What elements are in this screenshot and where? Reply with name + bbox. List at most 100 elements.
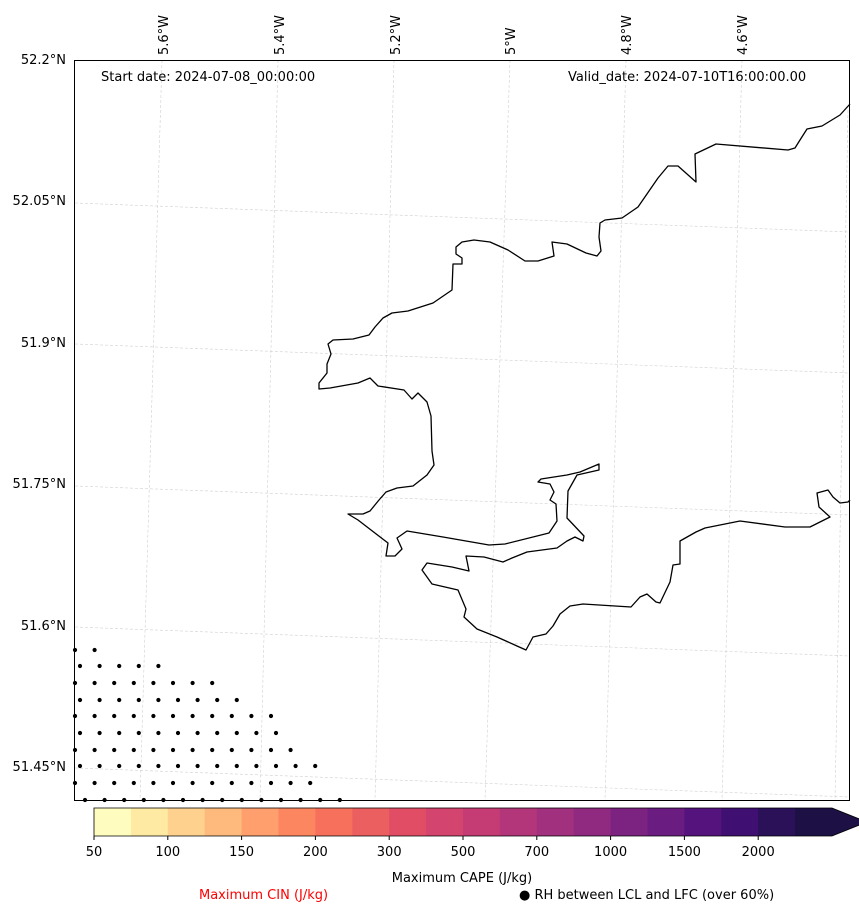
gridlines bbox=[74, 59, 851, 801]
rh-dot bbox=[313, 763, 318, 769]
rh-dot bbox=[136, 730, 141, 736]
rh-dot bbox=[136, 663, 141, 669]
rh-dot bbox=[210, 713, 215, 719]
rh-dot bbox=[92, 747, 97, 753]
colorbar-segment-6 bbox=[315, 808, 353, 836]
rh-dot bbox=[112, 713, 117, 719]
parallel-51.75N bbox=[74, 485, 851, 516]
rh-dot bbox=[92, 780, 97, 786]
rh-dot bbox=[254, 763, 259, 769]
rh-dot bbox=[97, 663, 102, 669]
colorbar-segment-16 bbox=[684, 808, 722, 836]
colorbar-tick-label-3: 200 bbox=[302, 845, 328, 860]
colorbar-segment-3 bbox=[204, 808, 243, 836]
rh-dot bbox=[288, 747, 293, 753]
rh-dot bbox=[229, 747, 234, 753]
rh-dot bbox=[170, 680, 176, 686]
rh-dot bbox=[131, 713, 136, 719]
rh-dot bbox=[97, 730, 102, 736]
rh-dot bbox=[215, 730, 220, 736]
start-date-label: Start date: 2024-07-08_00:00:00 bbox=[101, 70, 316, 85]
rh-dot bbox=[151, 680, 156, 686]
rh-dot bbox=[175, 697, 181, 703]
rh-dot bbox=[215, 763, 220, 769]
rh-dot bbox=[170, 747, 176, 753]
rh-dot bbox=[131, 780, 136, 786]
rh-dot bbox=[210, 747, 215, 753]
colorbar-segment-1 bbox=[130, 808, 169, 836]
colorbar-segment-17 bbox=[721, 808, 759, 836]
coastline-main bbox=[318, 103, 851, 651]
colorbar-segment-15 bbox=[647, 808, 685, 836]
colorbar-tick-label-9: 2000 bbox=[741, 845, 775, 860]
lat-label-4: 51.6°N bbox=[20, 619, 66, 634]
colorbar-tick-label-6: 700 bbox=[524, 845, 550, 860]
rh-dot bbox=[151, 747, 156, 753]
rh-dot bbox=[293, 763, 298, 769]
rh-dot bbox=[97, 763, 102, 769]
rh-dot bbox=[77, 663, 83, 669]
colorbar-tick-label-8: 1500 bbox=[667, 845, 701, 860]
rh-dot bbox=[195, 763, 200, 769]
colorbar-label: Maximum CAPE (J/kg) bbox=[391, 871, 533, 886]
rh-legend-label: ● RH between LCL and LFC (over 60%) bbox=[519, 888, 775, 903]
rh-dot bbox=[190, 680, 195, 686]
rh-dot bbox=[117, 663, 122, 669]
rh-dot bbox=[112, 780, 117, 786]
lat-label-0: 52.2°N bbox=[20, 53, 66, 68]
rh-dot bbox=[195, 730, 200, 736]
colorbar-tick-label-1: 100 bbox=[155, 845, 181, 860]
parallel-51.45N bbox=[74, 767, 851, 798]
rh-dot bbox=[175, 730, 181, 736]
lon-label-3: 5°W bbox=[504, 27, 519, 55]
rh-dot bbox=[190, 713, 195, 719]
meridian-5W bbox=[484, 59, 511, 801]
lon-label-2: 5.2°W bbox=[389, 14, 404, 55]
rh-dot bbox=[117, 697, 122, 703]
parallel-51.9N bbox=[74, 343, 851, 374]
lat-label-1: 52.05°N bbox=[12, 194, 66, 209]
rh-dot bbox=[268, 780, 274, 786]
rh-dot bbox=[92, 680, 97, 686]
parallel-51.6N bbox=[74, 626, 851, 657]
colorbar-segment-7 bbox=[352, 808, 390, 836]
lon-label-0: 5.6°W bbox=[157, 14, 172, 55]
rh-dot bbox=[234, 763, 239, 769]
rh-dot bbox=[249, 780, 254, 786]
rh-dot bbox=[97, 697, 102, 703]
rh-dot bbox=[249, 747, 254, 753]
rh-dot bbox=[190, 780, 195, 786]
rh-dot bbox=[190, 747, 195, 753]
rh-dot bbox=[170, 780, 176, 786]
rh-dot bbox=[117, 730, 122, 736]
colorbar-segment-0 bbox=[94, 808, 132, 836]
rh-dot bbox=[175, 763, 181, 769]
cape-colorbar bbox=[93, 807, 859, 840]
lon-label-1: 5.4°W bbox=[273, 14, 288, 55]
colorbar-segment-5 bbox=[278, 808, 316, 836]
rh-dot bbox=[210, 680, 215, 686]
rh-dot bbox=[136, 763, 141, 769]
rh-dot bbox=[77, 697, 83, 703]
lon-label-4: 4.8°W bbox=[620, 14, 635, 55]
rh-stipple-dots bbox=[72, 647, 342, 803]
colorbar-tick-label-7: 1000 bbox=[594, 845, 628, 860]
rh-dot bbox=[249, 713, 254, 719]
rh-dot bbox=[77, 730, 83, 736]
rh-dot bbox=[77, 763, 83, 769]
rh-dot bbox=[117, 763, 122, 769]
rh-dot bbox=[268, 747, 274, 753]
colorbar-tick-label-2: 150 bbox=[229, 845, 255, 860]
colorbar-segment-14 bbox=[610, 808, 648, 836]
rh-dot bbox=[288, 780, 293, 786]
colorbar-segment-12 bbox=[536, 808, 575, 836]
rh-dot bbox=[234, 730, 239, 736]
rh-dot bbox=[268, 713, 274, 719]
rh-dot bbox=[156, 730, 161, 736]
colorbar-segment-8 bbox=[389, 808, 427, 836]
colorbar-tick-label-0: 50 bbox=[85, 845, 103, 860]
meridian-5.4W bbox=[259, 59, 279, 801]
colorbar-segment-9 bbox=[426, 808, 464, 836]
rh-dot bbox=[151, 713, 156, 719]
